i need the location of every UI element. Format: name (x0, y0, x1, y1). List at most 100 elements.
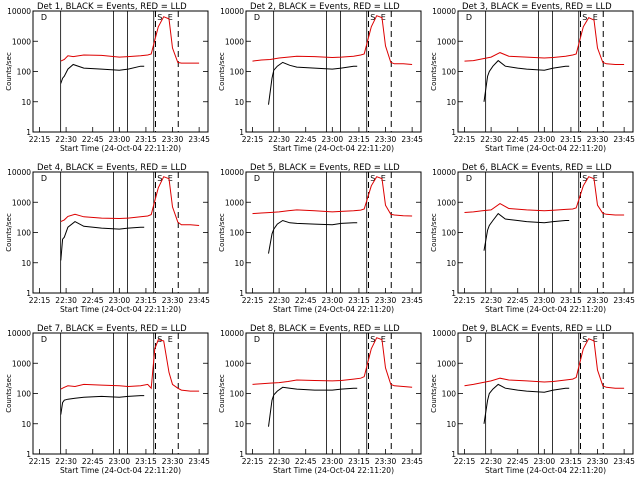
y-axis-label: Counts/sec (430, 213, 438, 252)
y-tick-label: 100 (17, 68, 32, 77)
y-tick-label: 10 (234, 259, 244, 268)
panel-det-8: Det 8, BLACK = Events, RED = LLD 1 10 100 10… (218, 324, 423, 475)
x-tick-label: 22:30 (55, 457, 77, 466)
marker-e: E (381, 13, 386, 22)
series-lld (60, 339, 200, 392)
panel-det-7: Det 7, BLACK = Events, RED = LLD 1 10 100 10… (5, 324, 210, 475)
y-tick-label: 10000 (220, 168, 244, 177)
x-axis-label: Start Time (24-Oct-04 22:11:20) (485, 305, 606, 314)
y-tick-label: 10000 (220, 329, 244, 338)
x-axis-label: Start Time (24-Oct-04 22:11:20) (60, 305, 181, 314)
x-tick-label: 22:30 (268, 135, 290, 144)
y-axis-label: Counts/sec (5, 374, 13, 413)
y-tick-label: 100 (230, 229, 245, 238)
x-tick-label: 22:45 (507, 457, 529, 466)
series-events (483, 383, 570, 424)
y-tick-label: 100 (442, 68, 457, 77)
y-tick-label: 1 (451, 128, 456, 137)
y-tick-label: 10000 (7, 329, 31, 338)
x-tick-label: 23:30 (162, 457, 184, 466)
x-tick-label: 22:15 (242, 135, 264, 144)
y-tick-label: 1000 (437, 37, 456, 46)
x-tick-label: 22:45 (82, 457, 104, 466)
series-lld (252, 337, 413, 388)
x-axis-label: Start Time (24-Oct-04 22:11:20) (60, 144, 181, 153)
y-axis-label: Counts/sec (5, 52, 13, 91)
series-lld (252, 15, 413, 65)
panel-det-6: Det 6, BLACK = Events, RED = LLD 1 10 100 10… (430, 163, 635, 314)
y-tick-label: 10000 (432, 329, 456, 338)
x-tick-label: 23:45 (188, 457, 210, 466)
marker-s: S (582, 335, 587, 344)
marker-d: D (466, 174, 472, 183)
x-tick-label: 23:15 (348, 135, 370, 144)
y-tick-label: 1000 (12, 359, 31, 368)
series-lld (60, 176, 200, 226)
marker-e: E (381, 174, 386, 183)
series-events (60, 221, 145, 261)
y-tick-label: 1 (26, 128, 31, 137)
x-tick-label: 23:45 (613, 457, 635, 466)
marker-d: D (41, 174, 47, 183)
x-tick-label: 22:30 (268, 296, 290, 305)
panel-det-5: Det 5, BLACK = Events, RED = LLD 1 10 100 10… (218, 163, 423, 314)
series-events (60, 395, 145, 415)
x-tick-label: 23:45 (613, 135, 635, 144)
x-tick-label: 23:15 (348, 296, 370, 305)
x-tick-label: 23:00 (534, 135, 556, 144)
marker-s: S (582, 13, 587, 22)
y-tick-label: 1 (26, 450, 31, 459)
marker-d: D (41, 335, 47, 344)
y-tick-label: 10 (21, 98, 31, 107)
y-tick-label: 1000 (225, 37, 244, 46)
y-tick-label: 1 (239, 450, 244, 459)
y-tick-label: 1 (451, 450, 456, 459)
panel-title: Det 3, BLACK = Events, RED = LLD (462, 2, 612, 12)
y-tick-label: 10000 (7, 7, 31, 16)
marker-d: D (254, 174, 260, 183)
x-tick-label: 23:00 (109, 135, 131, 144)
y-tick-label: 10 (446, 98, 456, 107)
panel-title: Det 5, BLACK = Events, RED = LLD (250, 163, 400, 173)
y-tick-label: 10000 (7, 168, 31, 177)
marker-d: D (41, 13, 47, 22)
x-tick-label: 22:15 (29, 296, 51, 305)
panel-det-9: Det 9, BLACK = Events, RED = LLD 1 10 100 10… (430, 324, 635, 475)
series-events (60, 63, 145, 84)
x-tick-label: 23:00 (322, 296, 344, 305)
x-tick-label: 22:30 (268, 457, 290, 466)
panel-title: Det 1, BLACK = Events, RED = LLD (37, 2, 187, 12)
marker-e: E (593, 13, 598, 22)
marker-e: E (593, 335, 598, 344)
x-axis-label: Start Time (24-Oct-04 22:11:20) (485, 466, 606, 475)
plot-frame (32, 171, 209, 294)
x-axis-label: Start Time (24-Oct-04 22:11:20) (60, 466, 181, 475)
x-tick-label: 22:15 (454, 296, 476, 305)
marker-s: S (582, 174, 587, 183)
x-tick-label: 23:15 (135, 457, 157, 466)
y-tick-label: 1000 (12, 198, 31, 207)
x-tick-label: 23:00 (534, 296, 556, 305)
x-tick-label: 23:30 (375, 296, 397, 305)
y-tick-label: 100 (230, 68, 245, 77)
panel-title: Det 2, BLACK = Events, RED = LLD (250, 2, 400, 12)
x-tick-label: 23:45 (401, 457, 423, 466)
marker-d: D (254, 13, 260, 22)
y-axis-label: Counts/sec (430, 374, 438, 413)
y-tick-label: 10 (234, 420, 244, 429)
panel-title: Det 6, BLACK = Events, RED = LLD (462, 163, 612, 173)
marker-s: S (157, 174, 162, 183)
x-tick-label: 23:45 (188, 296, 210, 305)
series-events (268, 386, 358, 427)
y-tick-label: 10 (446, 420, 456, 429)
x-tick-label: 23:30 (375, 457, 397, 466)
series-lld (60, 16, 200, 64)
x-tick-label: 23:45 (613, 296, 635, 305)
plot-frame (457, 171, 634, 294)
x-tick-label: 22:30 (55, 135, 77, 144)
x-tick-label: 23:00 (534, 457, 556, 466)
panel-det-2: Det 2, BLACK = Events, RED = LLD 1 10 100 10… (218, 2, 423, 153)
marker-d: D (466, 13, 472, 22)
x-tick-label: 22:15 (242, 457, 264, 466)
